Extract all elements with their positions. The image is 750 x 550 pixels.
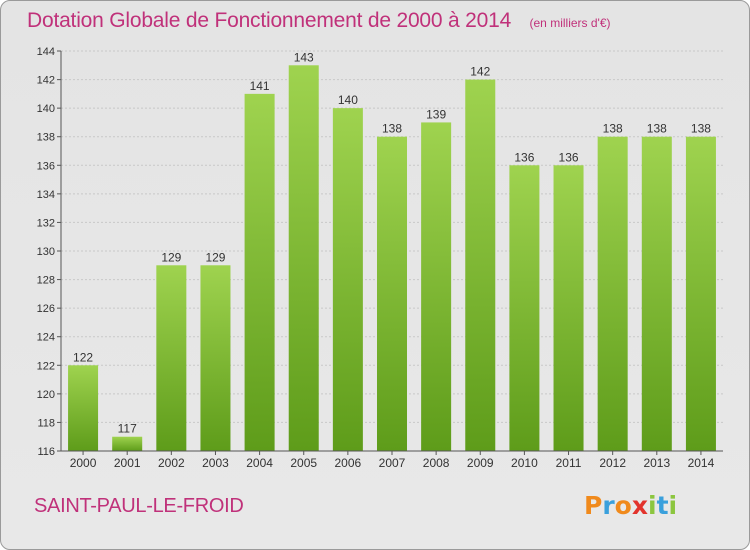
x-tick-label: 2011 [556,456,582,470]
data-label: 140 [338,93,358,107]
bar-2002 [156,265,187,451]
x-tick-label: 2014 [688,456,715,470]
y-tick-label: 124 [37,332,55,344]
x-tick-label: 2000 [70,456,97,470]
x-tick-label: 2006 [335,456,362,470]
y-tick-label: 144 [37,46,55,58]
title-row: Dotation Globale de Fonctionnement de 20… [27,9,611,33]
chart-title: Dotation Globale de Fonctionnement de 20… [27,9,512,32]
data-label: 122 [73,350,93,364]
y-tick-label: 138 [37,132,55,144]
x-tick-label: 2010 [511,456,538,470]
x-tick-label: 2007 [379,456,406,470]
bar-2005 [288,65,319,452]
y-tick-label: 136 [37,160,55,172]
x-tick-label: 2013 [643,456,670,470]
bar-2011 [553,165,584,452]
bar-2003 [200,265,231,451]
data-label: 138 [647,122,667,136]
y-tick-label: 120 [37,389,55,401]
y-tick-label: 140 [37,103,55,115]
bar-2008 [421,122,452,451]
bar-2006 [332,108,363,452]
data-label: 138 [691,122,711,136]
proxiti-logo[interactable]: Proxiti [584,491,678,520]
y-tick-label: 132 [37,217,55,229]
data-label: 142 [470,65,490,79]
y-tick-label: 116 [37,446,55,458]
x-tick-label: 2012 [599,456,626,470]
data-label: 141 [250,79,270,93]
y-tick-label: 142 [37,75,55,87]
x-tick-label: 2004 [246,456,273,470]
bar-2014 [685,136,716,451]
x-tick-label: 2002 [158,456,185,470]
y-tick-label: 118 [37,417,55,429]
axes: 1161181201221241261281301321341361381401… [37,46,723,470]
bar-2000 [68,365,99,451]
data-label: 138 [382,122,402,136]
data-label: 138 [603,122,623,136]
bar-2012 [597,136,628,451]
bar-2004 [244,93,275,451]
data-label: 117 [118,422,137,436]
x-tick-label: 2001 [114,456,141,470]
bar-2009 [465,79,496,452]
bar-2001 [112,436,143,451]
x-tick-label: 2009 [467,456,494,470]
chart-subtitle: (en milliers d'€) [529,16,611,30]
bar-2007 [376,136,408,451]
bars: 122 117 129 129 141 143 140 138 139 142 136 136 138 1… [68,50,716,452]
commune-name: SAINT-PAUL-LE-FROID [34,495,244,517]
x-tick-label: 2008 [423,456,450,470]
y-tick-label: 126 [37,303,55,315]
data-label: 139 [426,107,446,121]
y-tick-label: 128 [37,275,55,287]
data-label: 129 [205,250,225,264]
data-label: 129 [161,250,181,264]
x-tick-label: 2003 [202,456,229,470]
y-tick-label: 134 [37,189,55,201]
data-label: 143 [294,50,314,64]
x-tick-label: 2005 [290,456,317,470]
bar-2010 [509,165,540,452]
data-label: 136 [514,150,534,164]
data-label: 136 [559,150,579,164]
y-tick-label: 122 [37,360,55,372]
bar-2013 [641,136,672,451]
y-tick-label: 130 [37,246,55,258]
